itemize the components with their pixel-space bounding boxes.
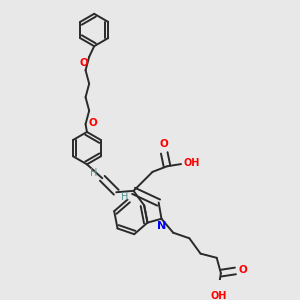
Text: H: H <box>90 168 98 178</box>
Text: O: O <box>160 139 169 149</box>
Text: O: O <box>89 118 98 128</box>
Text: O: O <box>79 58 88 68</box>
Text: OH: OH <box>211 291 227 300</box>
Text: H: H <box>121 192 128 202</box>
Text: O: O <box>239 265 248 275</box>
Text: OH: OH <box>183 158 200 168</box>
Text: N: N <box>158 221 166 231</box>
